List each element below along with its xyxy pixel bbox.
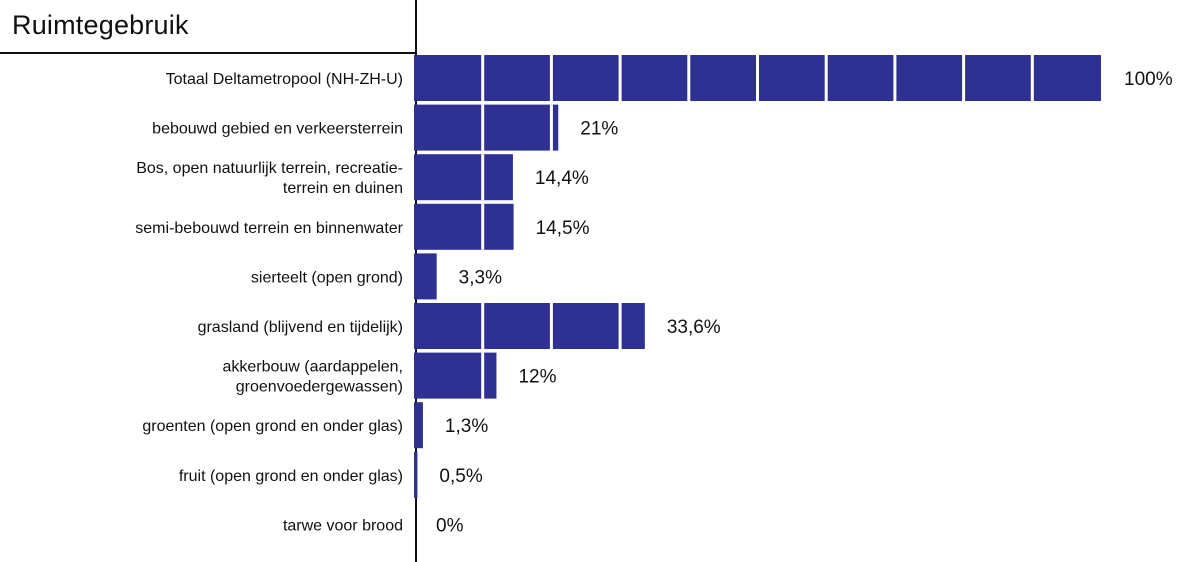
bar-0-segment-divider <box>481 55 485 101</box>
value-label-6: 12% <box>518 367 556 388</box>
category-label-1: bebouwd gebied en verkeersterrein <box>152 121 403 138</box>
category-label-4: sierteelt (open grond) <box>251 269 403 286</box>
value-label-0: 100% <box>1124 69 1173 90</box>
title-divider <box>0 52 416 54</box>
bar-8 <box>414 451 418 498</box>
bar-0-segment-divider <box>824 55 828 101</box>
bar-6-segment-divider <box>481 352 485 399</box>
value-label-2: 14,4% <box>535 168 589 189</box>
value-label-3: 14,5% <box>536 218 590 239</box>
bar-0-segment-divider <box>618 55 622 101</box>
bar-0-segment-divider <box>893 55 897 101</box>
bar-1 <box>414 104 559 151</box>
category-label-2-line-1: terrein en duinen <box>283 180 403 197</box>
category-label-7: groenten (open grond en onder glas) <box>142 418 403 435</box>
bar-0-segment-divider <box>549 55 553 101</box>
bar-0-segment-divider <box>962 55 966 101</box>
category-label-8: fruit (open grond en onder glas) <box>179 468 403 485</box>
bar-0-segment-divider <box>756 55 759 101</box>
value-label-1: 21% <box>580 119 618 140</box>
bar-1-segment-divider <box>549 104 553 151</box>
chart-title: Ruimtegebruik <box>12 10 189 40</box>
category-label-2-line-0: Bos, open natuurlijk terrein, recreatie- <box>136 160 403 177</box>
bar-0-segment-divider <box>1030 55 1034 101</box>
bar-2 <box>414 154 513 201</box>
category-label-0: Totaal Deltametropool (NH-ZH-U) <box>166 71 403 88</box>
bar-2-segment-divider <box>481 154 485 201</box>
value-label-4: 3,3% <box>459 267 502 288</box>
bar-7 <box>414 402 423 449</box>
category-label-6-line-1: groenvoedergewassen) <box>236 379 403 396</box>
value-label-9: 0% <box>436 515 464 536</box>
value-label-5: 33,6% <box>667 317 721 338</box>
category-label-6-line-0: akkerbouw (aardappelen, <box>222 359 403 376</box>
bar-5-segment-divider <box>618 303 622 349</box>
bar-5 <box>414 303 645 349</box>
bar-3 <box>414 203 514 250</box>
value-label-7: 1,3% <box>445 416 488 437</box>
bar-1-segment-divider <box>481 104 485 151</box>
value-label-8: 0,5% <box>439 466 482 487</box>
bar-3-segment-divider <box>481 203 485 250</box>
bar-5-segment-divider <box>549 303 553 349</box>
bar-0-segment-divider <box>687 55 691 101</box>
bar-5-segment-divider <box>481 303 485 349</box>
bar-4 <box>414 253 437 300</box>
category-label-3: semi-bebouwd terrein en binnenwater <box>135 220 403 237</box>
category-label-9: tarwe voor brood <box>283 517 403 534</box>
category-label-5: grasland (blijvend en tijdelijk) <box>198 319 403 336</box>
